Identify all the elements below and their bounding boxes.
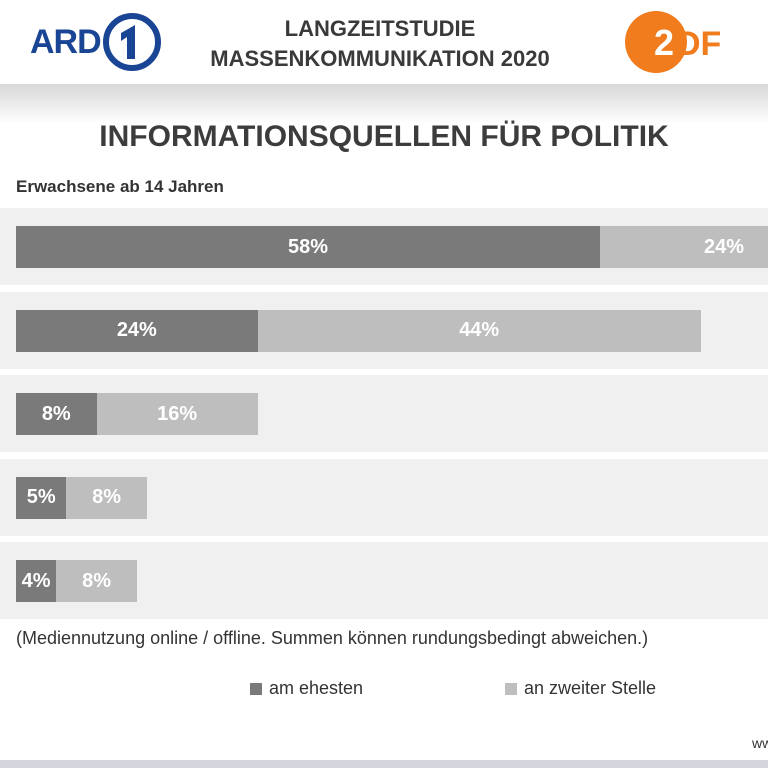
legend-swatch xyxy=(505,682,517,695)
bar-am-ehesten: 4% xyxy=(16,560,57,602)
legend-item-an-zweiter-stelle: an zweiter Stelle xyxy=(505,678,656,699)
ard-logo: ARD xyxy=(30,12,163,72)
legend-label: an zweiter Stelle xyxy=(524,678,657,698)
bar-an-zweiter-stelle: 44% xyxy=(257,309,701,352)
bar-am-ehesten: 24% xyxy=(16,309,258,352)
bar-value-label: 8% xyxy=(41,402,71,425)
bar-am-ehesten: 8% xyxy=(16,393,97,435)
chart-subtitle: Erwachsene ab 14 Jahren xyxy=(16,177,224,196)
header-title: LANGZEITSTUDIE MASSENKOMMUNIKATION 2020 xyxy=(170,14,590,74)
footer-url: ww xyxy=(752,735,768,751)
bar-value-label: 5% xyxy=(26,486,56,508)
bar-value-label: 24% xyxy=(116,319,157,341)
bar-value-label: 8% xyxy=(82,569,111,592)
legend-item-am-ehesten: am ehesten xyxy=(250,678,363,699)
zdf-logo: 2 DF xyxy=(624,10,734,79)
bar-value-label: 58% xyxy=(288,235,329,258)
bar-value-label: 4% xyxy=(21,569,51,592)
header-title-line1: LANGZEITSTUDIE xyxy=(284,16,476,41)
bar-an-zweiter-stelle: 8% xyxy=(56,560,137,602)
header-shadow xyxy=(0,84,768,124)
legend-swatch xyxy=(250,682,262,695)
legend-label: am ehesten xyxy=(269,678,364,698)
header-title-line2: MASSENKOMMUNIKATION 2020 xyxy=(210,46,550,71)
ard-one-icon xyxy=(102,13,161,71)
bar-value-label: 44% xyxy=(459,319,500,341)
header: ARD LANGZEITSTUDIE MASSENKOMMUNIKATION 2… xyxy=(0,0,768,84)
svg-text:2: 2 xyxy=(654,22,674,63)
bar-am-ehesten: 58% xyxy=(16,226,601,268)
chart-note: (Mediennutzung online / offline. Summen … xyxy=(16,628,649,648)
bar-value-label: 16% xyxy=(157,402,198,425)
bar-an-zweiter-stelle: 16% xyxy=(96,393,258,435)
bar-an-zweiter-stelle: 8% xyxy=(66,476,147,519)
bar-an-zweiter-stelle: 24% xyxy=(600,226,768,268)
bar-am-ehesten: 5% xyxy=(16,476,67,519)
chart-title: INFORMATIONSQUELLEN FÜR POLITIK xyxy=(99,120,669,153)
bar-value-label: 8% xyxy=(92,486,122,508)
bar-value-label: 24% xyxy=(703,235,744,258)
footer-bar xyxy=(0,760,768,768)
svg-text:DF: DF xyxy=(676,25,721,63)
